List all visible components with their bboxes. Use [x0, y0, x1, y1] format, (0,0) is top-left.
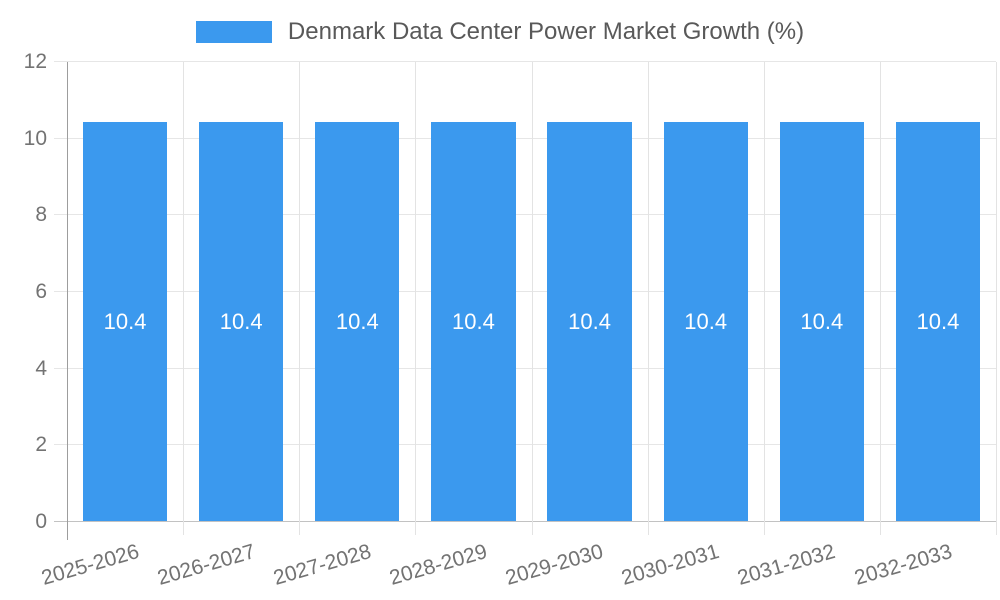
h-gridline [54, 444, 996, 446]
bar-value-label: 10.4 [335, 308, 379, 334]
v-gridline [763, 62, 765, 535]
h-gridline [54, 291, 996, 292]
bar-2031-2032: 10.4 [779, 122, 864, 521]
bar-2032-2033: 10.4 [895, 122, 981, 521]
bar-2026-2027: 10.4 [199, 122, 284, 521]
x-tick-label: 2030-2031 [619, 540, 723, 590]
y-tick-label-10: 10 [23, 126, 47, 150]
chart-legend: Denmark Data Center Power Market Growth … [0, 0, 1000, 46]
bar-value-label: 10.4 [684, 308, 728, 334]
x-tick-label: 2029-2030 [503, 540, 606, 590]
x-tick-label: 2031-2032 [735, 540, 839, 590]
bar-2027-2028: 10.4 [315, 122, 400, 521]
bar-2030-2031: 10.4 [663, 122, 748, 521]
y-tick-label-8: 8 [35, 203, 47, 227]
x-tick-label: 2025-2026 [38, 540, 142, 590]
y-tick-label-0: 0 [35, 510, 47, 533]
legend-item[interactable]: Denmark Data Center Power Market Growth … [195, 18, 805, 46]
bar-2029-2030: 10.4 [547, 122, 632, 521]
h-gridline [54, 214, 996, 216]
v-gridline [879, 62, 881, 535]
x-axis-line [54, 521, 996, 522]
h-gridline [54, 137, 996, 139]
x-tick-label: 2027-2028 [270, 540, 374, 590]
bar-value-label: 10.4 [103, 308, 147, 334]
v-gridline [531, 62, 533, 535]
x-tick-label: 2026-2027 [154, 540, 258, 590]
bar-value-label: 10.4 [800, 308, 844, 334]
h-gridline [54, 367, 996, 369]
v-gridline [183, 62, 185, 535]
y-axis-line [67, 62, 68, 540]
x-tick-label: 2028-2029 [386, 540, 490, 590]
v-gridline [299, 62, 301, 535]
legend-color-swatch [195, 21, 272, 43]
bar-2025-2026: 10.4 [82, 122, 168, 521]
legend-series-label: Denmark Data Center Power Market Growth … [287, 18, 805, 45]
y-tick-label-6: 6 [35, 280, 47, 303]
y-tick-label-4: 4 [35, 356, 47, 380]
x-tick-label: 2032-2033 [851, 540, 955, 590]
v-gridline [996, 62, 997, 535]
plot-area: 0 2 4 6 8 10 12 10.4 2025-2026 10.4 2026-2027 10.4 2… [24, 50, 997, 590]
bar-2028-2029: 10.4 [431, 122, 516, 521]
bar-value-label: 10.4 [452, 308, 495, 334]
y-tick-label-2: 2 [35, 433, 47, 457]
v-gridline [415, 62, 417, 535]
v-gridline [647, 62, 649, 535]
bar-value-label: 10.4 [219, 308, 263, 334]
bar-value-label: 10.4 [568, 308, 611, 334]
y-tick-label-12: 12 [23, 50, 47, 73]
bar-value-label: 10.4 [916, 308, 960, 334]
h-gridline [54, 61, 996, 62]
